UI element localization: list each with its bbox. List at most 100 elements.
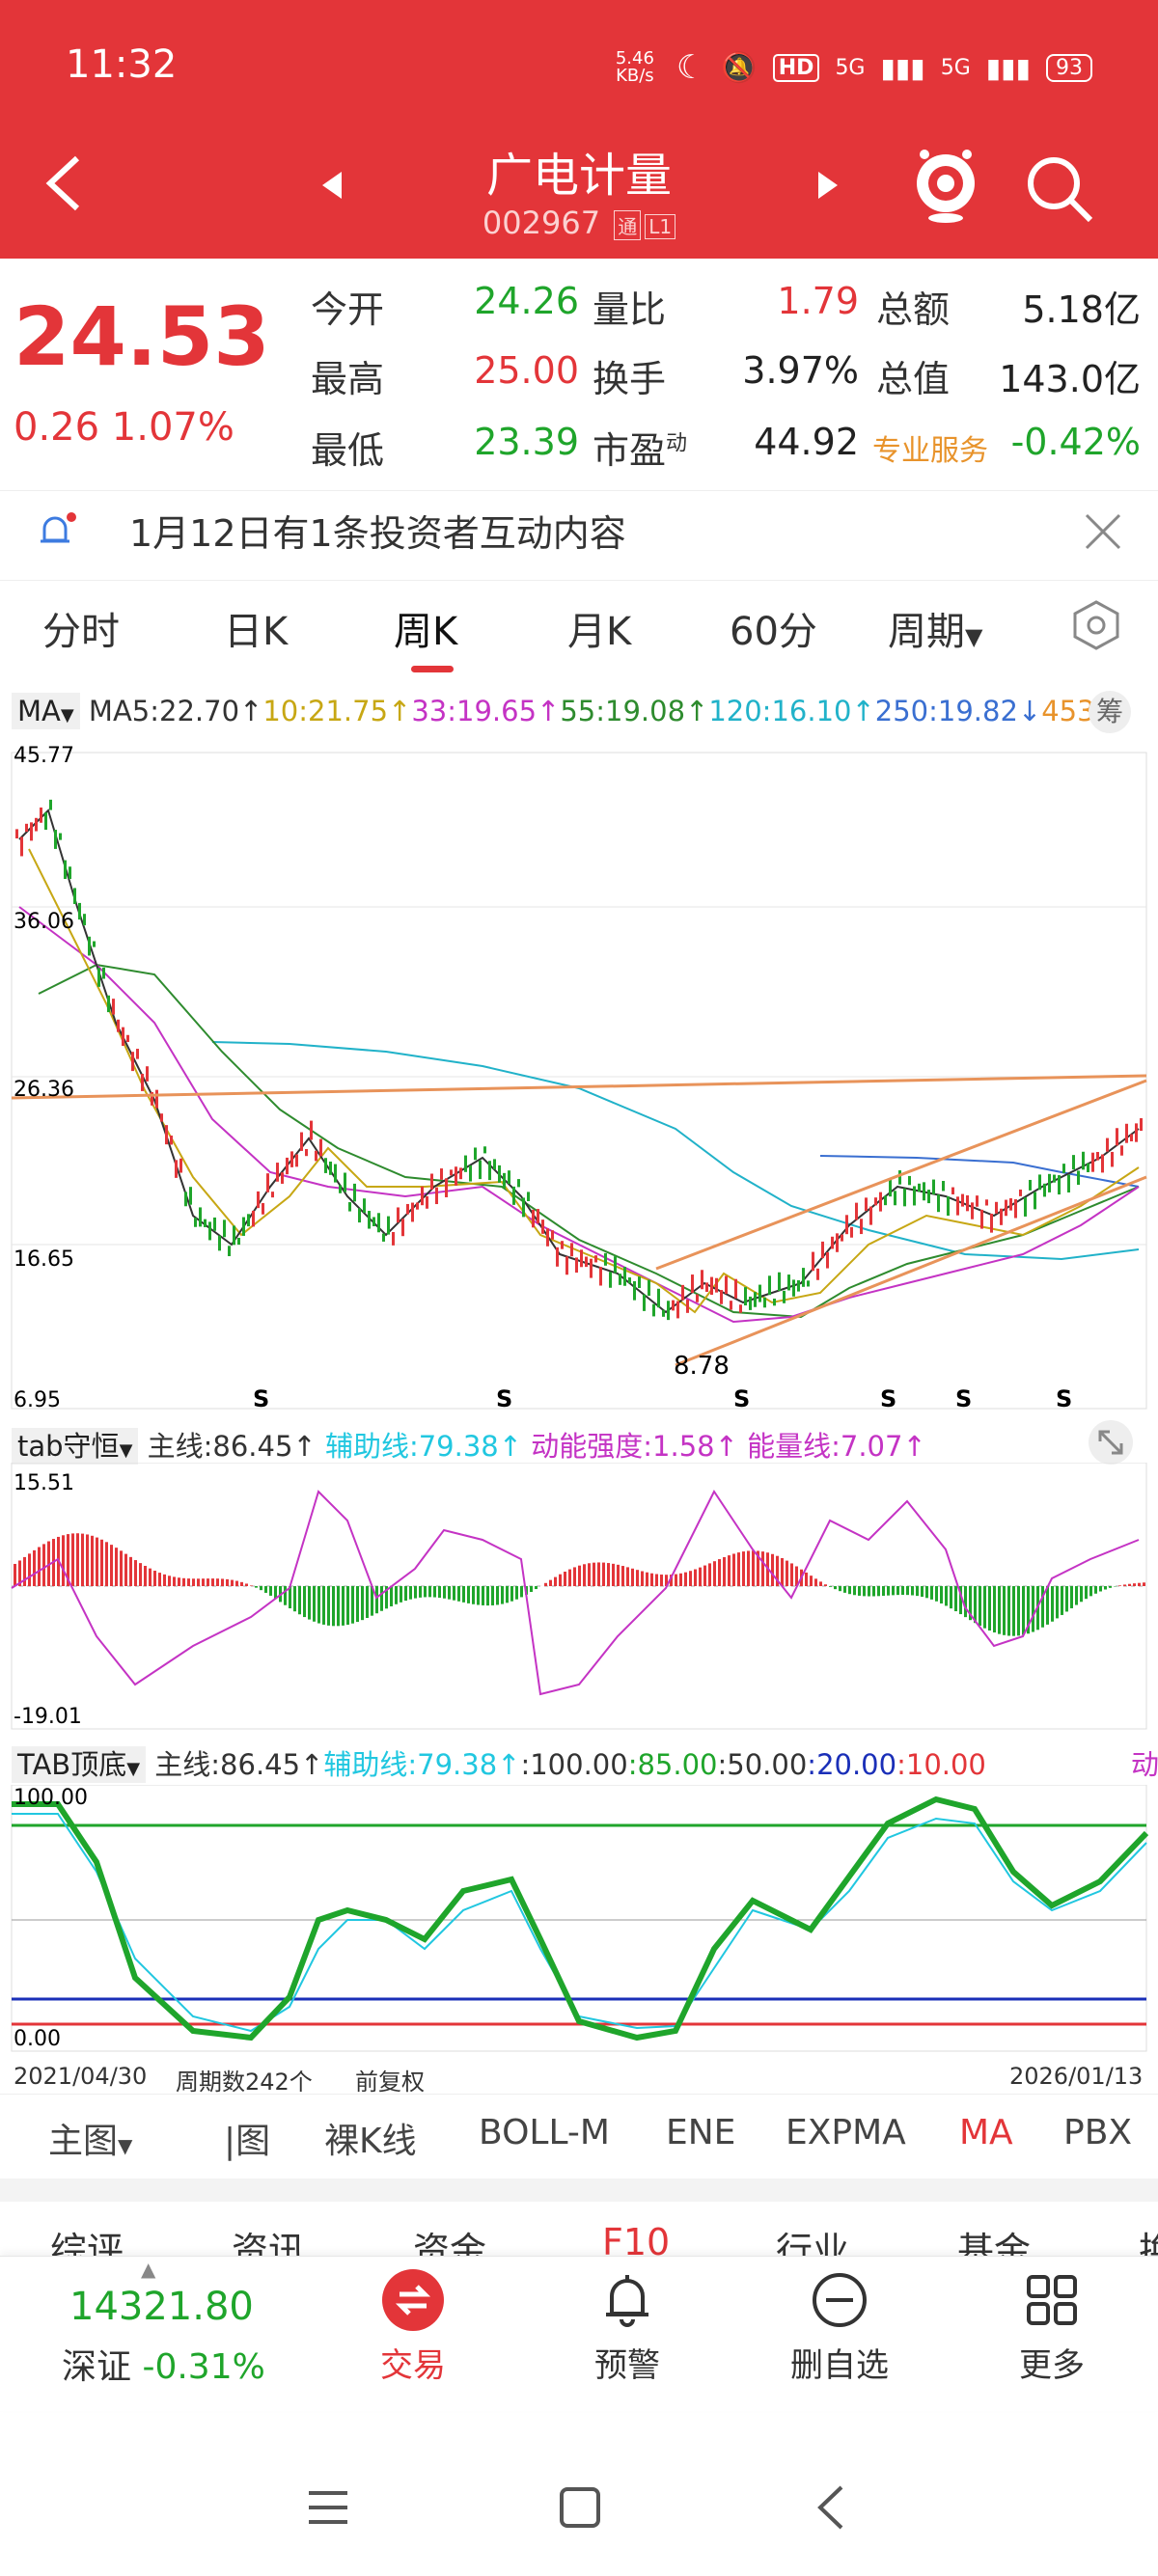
candle [512,1186,515,1205]
nav-more[interactable]: 更多 [1019,2346,1085,2385]
candle [310,1120,313,1140]
nav-trade[interactable]: 交易 [380,2346,446,2385]
tab1-energy: 能量线:7.07↑ [747,1430,926,1463]
industry-label[interactable]: 专业服务 [872,434,988,468]
stock-name: 广电计量 [485,149,672,203]
candle [995,1201,998,1214]
adjust-mode[interactable]: 前复权 [355,2069,425,2096]
nav-alert[interactable]: 预警 [594,2346,660,2385]
histogram-bar [419,1586,422,1598]
histogram-bar [742,1551,745,1586]
candle [194,1218,197,1227]
tab-period[interactable]: 周期▼ [888,600,982,656]
chip-distribution-button[interactable]: 筹 [1089,691,1131,733]
info-tab-f10[interactable]: F10 [602,2221,671,2256]
kline-chart[interactable]: 45.77 36.06 26.36 16.65 6.95 8.78 S S S … [0,733,1158,1418]
candle [623,1267,626,1286]
histogram-bar [877,1586,880,1597]
candle [985,1199,988,1206]
notice-bar[interactable] [0,490,1158,581]
index-summary[interactable]: 深证 -0.31% [62,2339,265,2389]
candle [831,1236,834,1249]
histogram-bar [810,1576,813,1586]
candle [556,1247,559,1267]
candle [720,1290,723,1304]
robot-assistant-icon[interactable] [911,147,980,224]
info-tab-more[interactable]: 换 [1139,2230,1158,2256]
candle [594,1255,597,1263]
candle [493,1159,496,1170]
close-icon[interactable] [1083,511,1123,552]
menu-icon[interactable] [305,2487,351,2528]
histogram-bar [786,1560,788,1586]
index-value[interactable]: 14321.80 [69,2285,254,2329]
tab-daily-k[interactable]: 日K [224,610,289,654]
prev-stock-icon[interactable] [320,170,344,205]
info-tab-funds[interactable]: 资金 [413,2230,487,2256]
candle [894,1191,896,1206]
candle [339,1185,342,1193]
subtab-expma[interactable]: EXPMA [786,2113,906,2152]
histogram-bar [612,1563,615,1586]
industry-change[interactable]: -0.42% [1010,421,1141,463]
candle [397,1207,400,1223]
histogram-bar [988,1586,991,1631]
expand-icon[interactable] [1089,1420,1133,1465]
tab2-selector[interactable]: TAB顶底▼ [12,1746,147,1783]
tab-60min[interactable]: 60分 [730,610,817,654]
system-back-icon[interactable] [813,2483,847,2532]
next-stock-icon[interactable] [816,170,840,205]
histogram-bar [1109,1586,1112,1588]
start-date: 2021/04/30 [14,2063,148,2090]
histogram-bar [1041,1586,1044,1628]
settings-hexagon-icon[interactable] [1069,598,1123,652]
candle [242,1217,245,1236]
tab-conservation-chart[interactable]: 15.51 -19.01 [0,1463,1158,1733]
subtab-naked-k[interactable]: 裸K线 [324,2122,417,2161]
histogram-bar [805,1572,808,1586]
info-tab-industry[interactable]: 行业 [776,2230,850,2256]
ma-selector[interactable]: MA▼ [12,693,80,729]
status-icons: 5.46 KB/s ☾ 🔕 HD 5G ▮▮▮ 5G ▮▮▮ 93 [609,48,1092,87]
histogram-bar [433,1586,436,1598]
subtab-pbx[interactable]: PBX [1063,2113,1133,2152]
remove-watchlist-icon[interactable] [809,2269,870,2331]
turnover-amount-value: 5.18亿 [1022,288,1141,331]
histogram-bar [621,1566,624,1586]
histogram-bar [535,1586,538,1590]
subtab-chart[interactable]: |图 [224,2122,271,2161]
tab-weekly-k[interactable]: 周K [394,610,458,654]
info-tab-news[interactable]: 资讯 [232,2230,306,2256]
alert-bell-icon[interactable] [596,2269,658,2331]
candle [122,1027,124,1047]
tab1-selector[interactable]: tab守恒▼ [12,1428,139,1465]
notice-text[interactable]: 1月12日有1条投资者互动内容 [129,512,626,555]
info-tab-fund[interactable]: 基金 [957,2230,1032,2256]
info-tab-rating[interactable]: 综评 [50,2230,124,2256]
tab-intraday[interactable]: 分时 [42,610,120,654]
candle [980,1209,983,1229]
tab-monthly-k[interactable]: 月K [567,610,632,654]
back-arrow-icon[interactable] [44,154,83,212]
candle [483,1146,486,1154]
nav-remove-watchlist[interactable]: 删自选 [790,2346,889,2385]
candle [1120,1145,1123,1156]
histogram-bar [1032,1586,1034,1632]
stock-code: 002967 [482,205,601,241]
trade-icon[interactable] [382,2269,444,2331]
histogram-bar [872,1586,875,1597]
histogram-bar [129,1556,132,1586]
tab2-main: 主线:86.45↑ [154,1748,324,1781]
tab-top-bottom-chart[interactable]: 100.00 0.00 [0,1785,1158,2055]
more-grid-icon[interactable] [1021,2269,1083,2331]
subtab-boll[interactable]: BOLL-M [479,2113,610,2152]
histogram-bar [728,1555,731,1586]
main-chart-selector[interactable]: 主图▼ [48,2113,132,2163]
histogram-bar [457,1586,460,1602]
home-icon[interactable] [558,2485,602,2530]
subtab-ma[interactable]: MA [959,2113,1013,2152]
search-icon[interactable] [1025,154,1094,224]
subtab-ene[interactable]: ENE [666,2113,736,2152]
histogram-bar [925,1586,928,1599]
histogram-bar [178,1577,180,1586]
